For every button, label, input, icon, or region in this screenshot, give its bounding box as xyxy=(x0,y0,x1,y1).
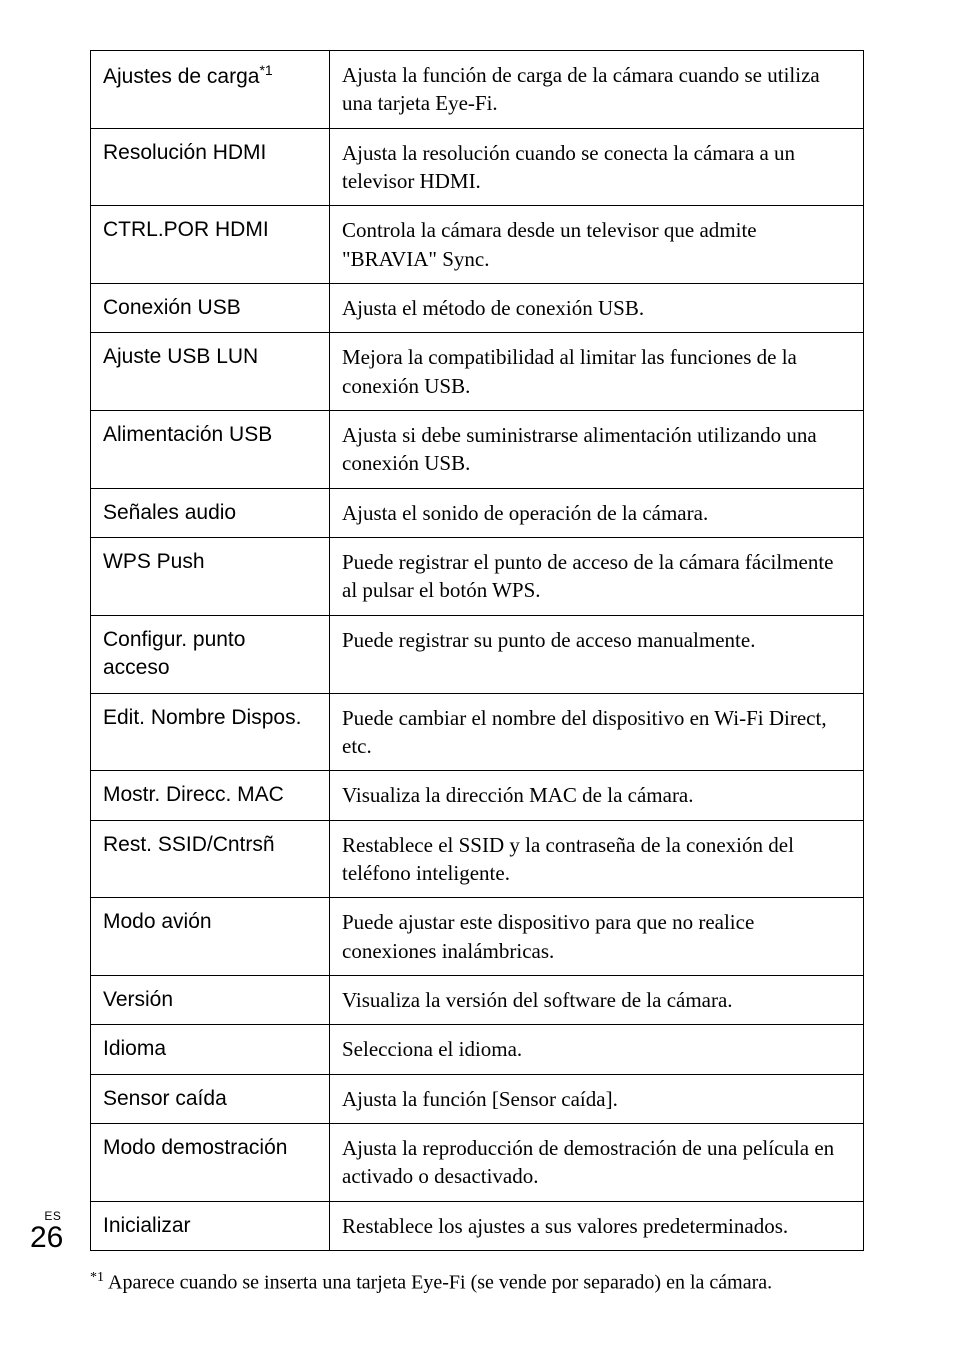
setting-label-text: Ajustes de carga xyxy=(103,65,259,88)
setting-description: Ajusta el sonido de operación de la cáma… xyxy=(330,488,864,537)
setting-label: CTRL.POR HDMI xyxy=(91,206,330,284)
setting-label: Conexión USB xyxy=(91,284,330,333)
setting-label: Modo avión xyxy=(91,898,330,976)
page-number-block: ES 26 xyxy=(30,1209,63,1253)
table-row: Versión Visualiza la versión del software… xyxy=(91,975,864,1024)
setting-description: Restablece el SSID y la contraseña de la… xyxy=(330,820,864,898)
setting-label: Mostr. Direcc. MAC xyxy=(91,771,330,820)
setting-label: Alimentación USB xyxy=(91,411,330,489)
settings-table-body: Ajustes de carga*1Ajusta la función de c… xyxy=(91,51,864,1251)
setting-description: Visualiza la versión del software de la … xyxy=(330,975,864,1024)
setting-description: Mejora la compatibilidad al limitar las … xyxy=(330,333,864,411)
table-row: Mostr. Direcc. MAC Visualiza la dirección… xyxy=(91,771,864,820)
setting-label: Resolución HDMI xyxy=(91,128,330,206)
table-row: Modo demostración Ajusta la reproducción … xyxy=(91,1123,864,1201)
setting-label: Versión xyxy=(91,975,330,1024)
setting-label: WPS Push xyxy=(91,538,330,616)
table-row: Ajustes de carga*1Ajusta la función de c… xyxy=(91,51,864,129)
setting-label: Idioma xyxy=(91,1025,330,1074)
setting-label-sup: *1 xyxy=(259,62,272,78)
setting-label-text: Idioma xyxy=(103,1037,166,1060)
setting-label-text: Conexión USB xyxy=(103,296,241,319)
setting-description: Restablece los ajustes a sus valores pre… xyxy=(330,1201,864,1250)
table-row: Alimentación USB Ajusta si debe suministr… xyxy=(91,411,864,489)
setting-label-text: Sensor caída xyxy=(103,1087,227,1110)
footnote-text: Aparece cuando se inserta una tarjeta Ey… xyxy=(108,1272,772,1294)
setting-label: Sensor caída xyxy=(91,1074,330,1123)
setting-label-text: CTRL.POR HDMI xyxy=(103,218,269,241)
setting-label-text: Señales audio xyxy=(103,501,236,524)
setting-description: Ajusta la función [Sensor caída]. xyxy=(330,1074,864,1123)
table-row: WPS Push Puede registrar el punto de acce… xyxy=(91,538,864,616)
setting-label: Rest. SSID/Cntrsñ xyxy=(91,820,330,898)
setting-label-text: Resolución HDMI xyxy=(103,141,266,164)
setting-label: Edit. Nombre Dispos. xyxy=(91,693,330,771)
setting-description: Puede registrar el punto de acceso de la… xyxy=(330,538,864,616)
setting-label: Señales audio xyxy=(91,488,330,537)
setting-description: Selecciona el idioma. xyxy=(330,1025,864,1074)
table-row: Conexión USB Ajusta el método de conexión… xyxy=(91,284,864,333)
footnote: *1 Aparece cuando se inserta una tarjeta … xyxy=(90,1269,864,1297)
setting-label: Modo demostración xyxy=(91,1123,330,1201)
setting-label-text: Ajuste USB LUN xyxy=(103,345,258,368)
setting-description: Ajusta la resolución cuando se conecta l… xyxy=(330,128,864,206)
setting-label: Ajustes de carga*1 xyxy=(91,51,330,129)
setting-description: Ajusta el método de conexión USB. xyxy=(330,284,864,333)
table-row: Resolución HDMI Ajusta la resolución cuan… xyxy=(91,128,864,206)
setting-label-text: Versión xyxy=(103,988,173,1011)
page-number: 26 xyxy=(30,1223,63,1253)
setting-description: Ajusta la función de carga de la cámara … xyxy=(330,51,864,129)
setting-label-text: Mostr. Direcc. MAC xyxy=(103,783,284,806)
table-row: Sensor caída Ajusta la función [Sensor ca… xyxy=(91,1074,864,1123)
setting-label: Configur. punto acceso xyxy=(91,615,330,693)
setting-description: Ajusta la reproducción de demostración d… xyxy=(330,1123,864,1201)
setting-label-text: Rest. SSID/Cntrsñ xyxy=(103,833,275,856)
setting-label-text: Inicializar xyxy=(103,1214,191,1237)
setting-description: Puede ajustar este dispositivo para que … xyxy=(330,898,864,976)
table-row: Idioma Selecciona el idioma. xyxy=(91,1025,864,1074)
table-row: CTRL.POR HDMI Controla la cámara desde un… xyxy=(91,206,864,284)
setting-label-text: Configur. punto acceso xyxy=(103,628,245,679)
document-page: Ajustes de carga*1Ajusta la función de c… xyxy=(0,0,954,1345)
setting-label-text: Alimentación USB xyxy=(103,423,272,446)
setting-label-text: WPS Push xyxy=(103,550,205,573)
setting-label: Inicializar xyxy=(91,1201,330,1250)
setting-label-text: Modo avión xyxy=(103,910,212,933)
setting-description: Ajusta si debe suministrarse alimentació… xyxy=(330,411,864,489)
setting-description: Visualiza la dirección MAC de la cámara. xyxy=(330,771,864,820)
table-row: Rest. SSID/Cntrsñ Restablece el SSID y la… xyxy=(91,820,864,898)
setting-label-text: Modo demostración xyxy=(103,1136,287,1159)
setting-description: Puede registrar su punto de acceso manua… xyxy=(330,615,864,693)
footnote-marker: *1 xyxy=(90,1270,104,1285)
table-row: Ajuste USB LUN Mejora la compatibilidad a… xyxy=(91,333,864,411)
settings-table: Ajustes de carga*1Ajusta la función de c… xyxy=(90,50,864,1251)
setting-label: Ajuste USB LUN xyxy=(91,333,330,411)
setting-description: Puede cambiar el nombre del dispositivo … xyxy=(330,693,864,771)
table-row: Edit. Nombre Dispos. Puede cambiar el nom… xyxy=(91,693,864,771)
table-row: Señales audio Ajusta el sonido de operaci… xyxy=(91,488,864,537)
setting-label-text: Edit. Nombre Dispos. xyxy=(103,706,301,729)
table-row: Inicializar Restablece los ajustes a sus … xyxy=(91,1201,864,1250)
setting-description: Controla la cámara desde un televisor qu… xyxy=(330,206,864,284)
table-row: Configur. punto acceso Puede registrar su… xyxy=(91,615,864,693)
table-row: Modo avión Puede ajustar este dispositivo… xyxy=(91,898,864,976)
